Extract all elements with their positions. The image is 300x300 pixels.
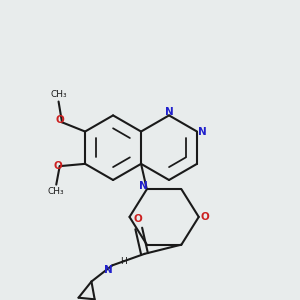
Text: H: H [120,257,127,266]
Text: N: N [165,107,173,117]
Text: O: O [53,161,62,171]
Text: O: O [200,212,209,222]
Text: N: N [198,127,207,136]
Text: CH₃: CH₃ [48,187,64,196]
Text: N: N [104,265,113,275]
Text: CH₃: CH₃ [50,90,67,99]
Text: N: N [139,181,148,191]
Text: O: O [133,214,142,224]
Text: O: O [55,115,64,125]
